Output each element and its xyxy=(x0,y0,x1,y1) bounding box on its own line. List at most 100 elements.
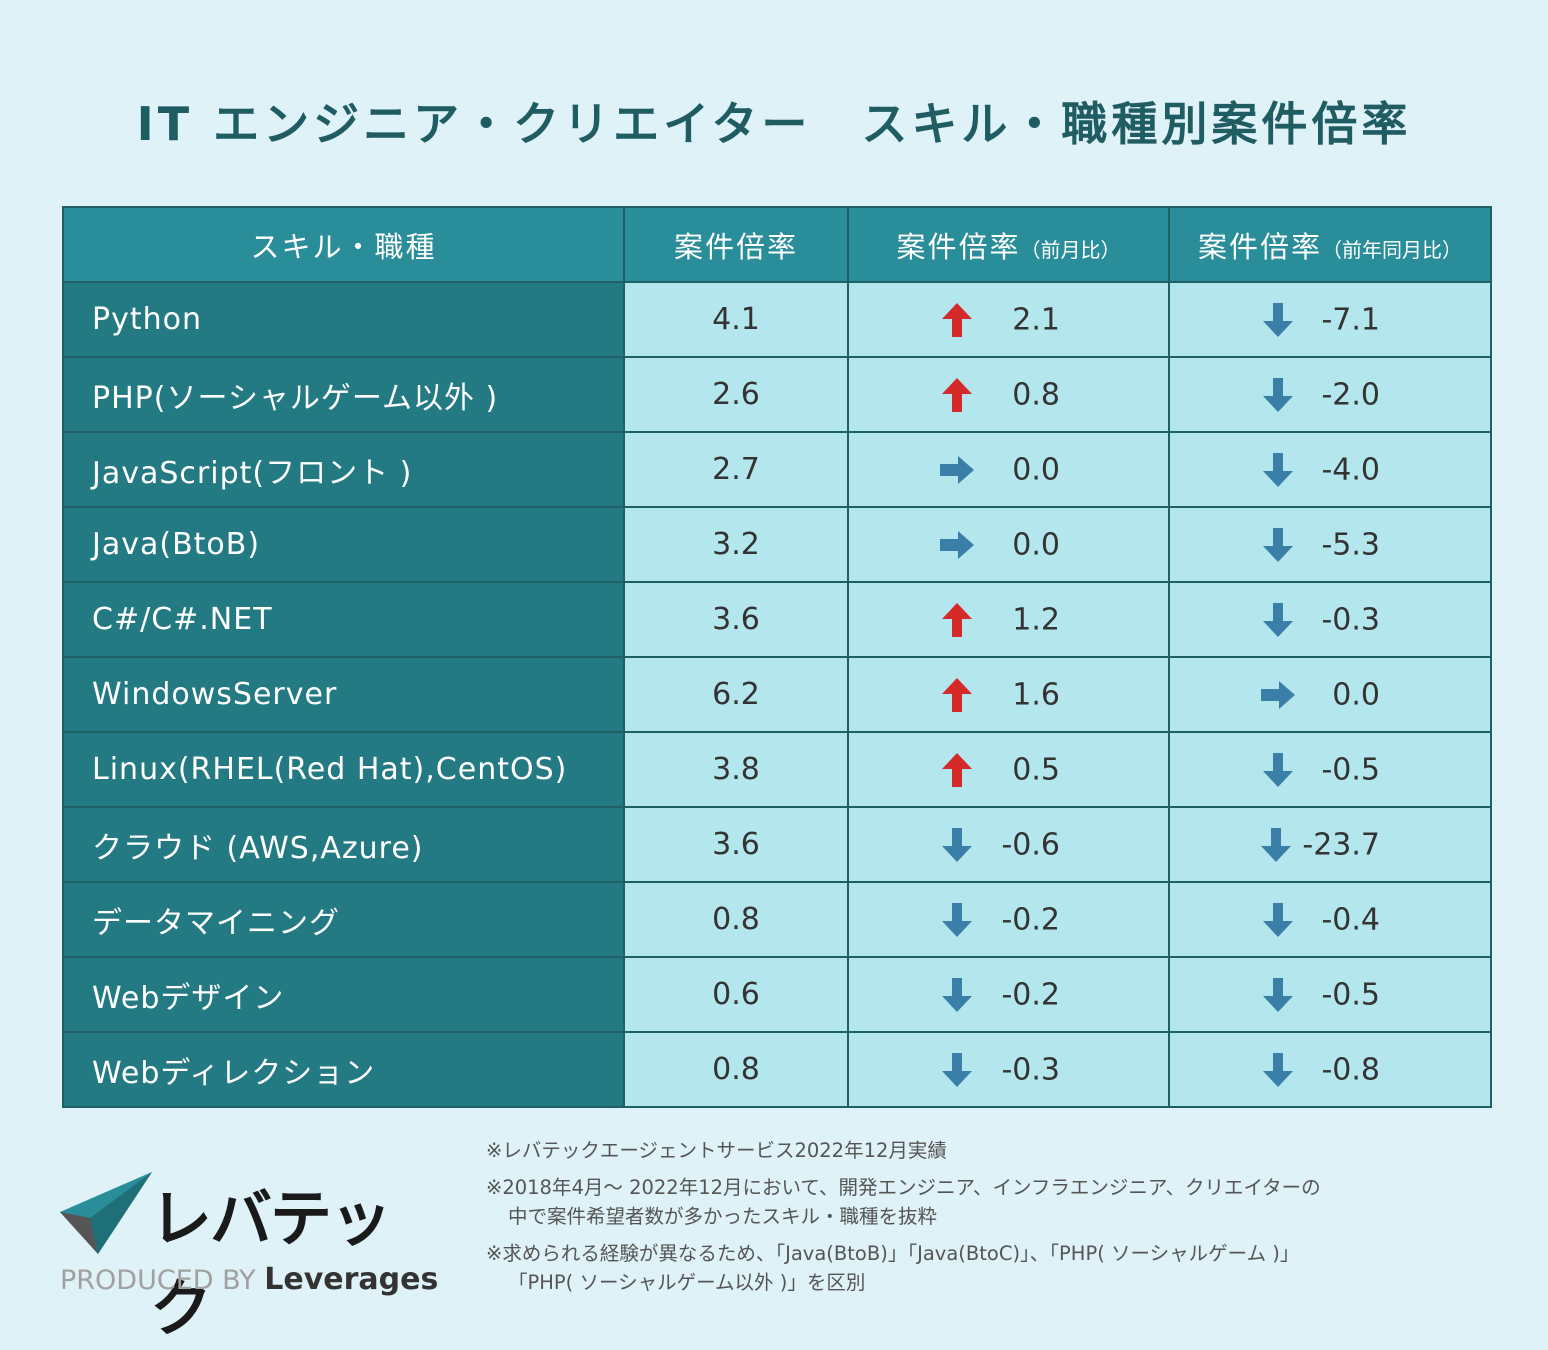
yoy-cell-content: -4.0 xyxy=(1170,434,1490,505)
mom-cell-content: 1.6 xyxy=(849,659,1168,730)
footnote: ※求められる経験が異なるため、「Java(BtoB)」「Java(BtoC)」、… xyxy=(486,1239,1496,1297)
arrow-right-icon xyxy=(940,530,974,559)
ratio-cell: 6.2 xyxy=(623,656,849,733)
header-skill-main: スキル・職種 xyxy=(250,229,437,264)
footnote-line: ※求められる経験が異なるため、「Java(BtoB)」「Java(BtoC)」、… xyxy=(486,1242,1300,1265)
yoy-cell: -0.4 xyxy=(1168,881,1492,958)
mom-cell: 0.0 xyxy=(847,431,1170,508)
ratio-cell: 2.7 xyxy=(623,431,849,508)
change-value: 0.0 xyxy=(1332,677,1380,712)
arrow-holder xyxy=(1258,300,1298,340)
arrow-down-icon xyxy=(942,1052,972,1087)
arrow-down-icon xyxy=(1263,452,1293,487)
header-yoy: 案件倍率（前年同月比） xyxy=(1168,206,1492,283)
ratio-cell: 4.1 xyxy=(623,281,849,358)
change-value: -0.6 xyxy=(1001,827,1060,862)
arrow-holder xyxy=(937,1050,977,1090)
arrow-holder xyxy=(937,675,977,715)
change-value: -0.2 xyxy=(1001,902,1060,937)
arrow-holder xyxy=(1258,900,1298,940)
logo-wordmark: レバテック xyxy=(150,1182,392,1345)
mom-cell-content: 0.8 xyxy=(849,359,1168,430)
footnote: ※レバテックエージェントサービス2022年12月実績 xyxy=(486,1136,1496,1165)
yoy-cell-content: -0.5 xyxy=(1170,734,1490,805)
yoy-cell-content: -7.1 xyxy=(1170,284,1490,355)
ratio-cell: 0.8 xyxy=(623,1031,849,1108)
skill-cell: PHP(ソーシャルゲーム以外 ) xyxy=(62,356,625,433)
yoy-cell: 0.0 xyxy=(1168,656,1492,733)
ratio-cell: 3.8 xyxy=(623,731,849,808)
arrow-holder xyxy=(1258,750,1298,790)
arrow-holder xyxy=(937,600,977,640)
yoy-cell-content: -0.4 xyxy=(1170,884,1490,955)
logo-mark-icon xyxy=(60,1172,152,1254)
arrow-up-icon xyxy=(942,377,972,412)
table-header-row: スキル・職種 案件倍率 案件倍率（前月比） 案件倍率（前年同月比） xyxy=(62,206,1492,283)
yoy-cell: -2.0 xyxy=(1168,356,1492,433)
yoy-cell: -0.8 xyxy=(1168,1031,1492,1108)
ratio-cell: 2.6 xyxy=(623,356,849,433)
header-mom-sub: （前月比） xyxy=(1020,237,1121,262)
footnote-line: ※2018年4月～ 2022年12月において、開発エンジニア、インフラエンジニア… xyxy=(486,1176,1321,1199)
arrow-down-icon xyxy=(1261,827,1291,862)
yoy-cell: -0.5 xyxy=(1168,731,1492,808)
footnote-line: ※レバテックエージェントサービス2022年12月実績 xyxy=(486,1139,947,1162)
yoy-cell: -4.0 xyxy=(1168,431,1492,508)
arrow-up-icon xyxy=(942,602,972,637)
produced-by: PRODUCED BY Leverages xyxy=(60,1262,438,1297)
change-value: -0.8 xyxy=(1321,1052,1380,1087)
mom-cell: 1.2 xyxy=(847,581,1170,658)
skill-cell: Linux(RHEL(Red Hat),CentOS) xyxy=(62,731,625,808)
arrow-holder xyxy=(1258,1050,1298,1090)
skill-cell: クラウド (AWS,Azure) xyxy=(62,806,625,883)
skill-cell: Webディレクション xyxy=(62,1031,625,1108)
arrow-holder xyxy=(1258,600,1298,640)
header-mom-main: 案件倍率 xyxy=(896,229,1021,264)
produced-by-label: PRODUCED BY xyxy=(60,1265,256,1296)
change-value: 0.8 xyxy=(1012,377,1060,412)
arrow-down-icon xyxy=(942,977,972,1012)
change-value: -7.1 xyxy=(1321,302,1380,337)
table-row: クラウド (AWS,Azure) 3.6 -0.6 -23.7 xyxy=(62,806,1492,883)
mom-cell-content: 2.1 xyxy=(849,284,1168,355)
arrow-down-icon xyxy=(1263,1052,1293,1087)
arrow-holder xyxy=(937,975,977,1015)
arrow-down-icon xyxy=(942,827,972,862)
yoy-cell-content: -23.7 xyxy=(1170,809,1490,880)
mom-cell: -0.6 xyxy=(847,806,1170,883)
leverages-logo: レバテック PRODUCED BY Leverages xyxy=(60,1168,440,1345)
change-value: -0.2 xyxy=(1001,977,1060,1012)
arrow-down-icon xyxy=(1263,602,1293,637)
table-row: Webディレクション 0.8 -0.3 -0.8 xyxy=(62,1031,1492,1108)
change-value: 1.2 xyxy=(1012,602,1060,637)
yoy-cell-content: -0.5 xyxy=(1170,959,1490,1030)
arrow-holder xyxy=(937,525,977,565)
change-value: -0.4 xyxy=(1321,902,1380,937)
change-value: 2.1 xyxy=(1012,302,1060,337)
mom-cell: 1.6 xyxy=(847,656,1170,733)
skill-cell: WindowsServer xyxy=(62,656,625,733)
table-row: WindowsServer 6.2 1.6 0.0 xyxy=(62,656,1492,733)
footnote-line: 「PHP( ソーシャルゲーム以外 )」を区別 xyxy=(508,1271,866,1294)
change-value: 0.5 xyxy=(1012,752,1060,787)
arrow-holder xyxy=(937,300,977,340)
arrow-holder xyxy=(1258,975,1298,1015)
footnote: ※2018年4月～ 2022年12月において、開発エンジニア、インフラエンジニア… xyxy=(486,1173,1496,1231)
header-yoy-main: 案件倍率 xyxy=(1197,229,1322,264)
change-value: -2.0 xyxy=(1321,377,1380,412)
arrow-holder xyxy=(1258,450,1298,490)
skill-ratio-table: スキル・職種 案件倍率 案件倍率（前月比） 案件倍率（前年同月比） Python… xyxy=(62,206,1492,1108)
mom-cell-content: -0.2 xyxy=(849,884,1168,955)
skill-cell: データマイニング xyxy=(62,881,625,958)
table-row: JavaScript(フロント ) 2.7 0.0 -4.0 xyxy=(62,431,1492,508)
mom-cell-content: -0.3 xyxy=(849,1034,1168,1105)
ratio-cell: 3.6 xyxy=(623,581,849,658)
ratio-cell: 3.6 xyxy=(623,806,849,883)
arrow-up-icon xyxy=(942,677,972,712)
header-mom: 案件倍率（前月比） xyxy=(847,206,1170,283)
header-ratio: 案件倍率 xyxy=(623,206,849,283)
yoy-cell: -5.3 xyxy=(1168,506,1492,583)
table-row: Python 4.1 2.1 -7.1 xyxy=(62,281,1492,358)
mom-cell: 0.0 xyxy=(847,506,1170,583)
arrow-down-icon xyxy=(1263,302,1293,337)
